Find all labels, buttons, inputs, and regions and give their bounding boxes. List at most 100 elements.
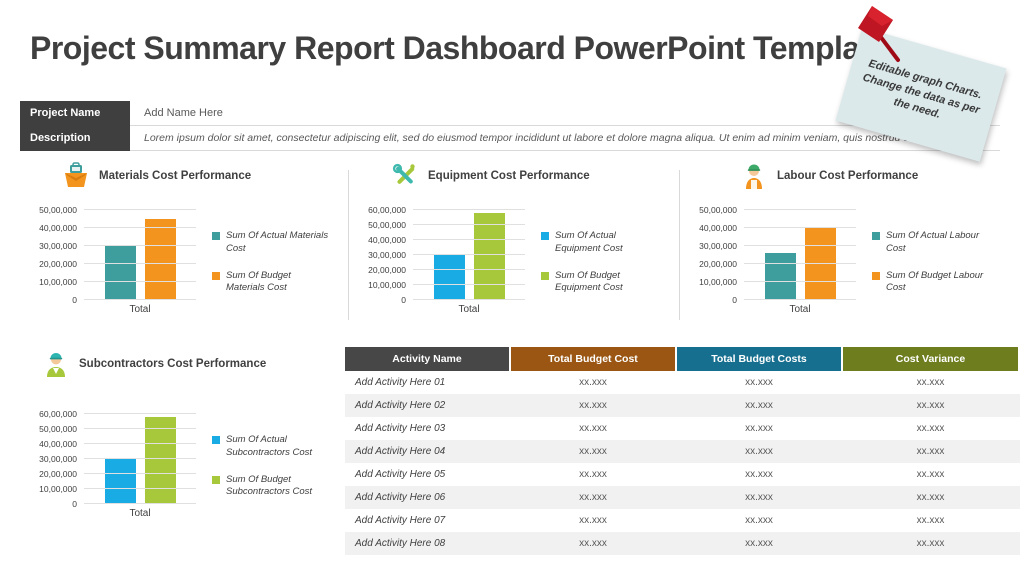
y-axis-tick-label: 50,00,000 — [699, 205, 737, 215]
gridline — [413, 254, 525, 255]
bars — [84, 210, 196, 300]
value-cell[interactable]: xx.xxx — [745, 469, 773, 480]
crossed-tools-icon — [392, 163, 415, 184]
activity-name-cell[interactable]: Add Activity Here 08 — [355, 538, 446, 549]
plot-area[interactable] — [413, 209, 525, 300]
plot-area[interactable] — [744, 209, 856, 300]
value-cell[interactable]: xx.xxx — [745, 538, 773, 549]
value-cell[interactable]: xx.xxx — [579, 377, 607, 388]
value-cell[interactable]: xx.xxx — [579, 538, 607, 549]
gridline — [84, 488, 196, 489]
legend-swatch — [872, 231, 880, 240]
table-row[interactable]: Add Activity Here 07 xx.xxx xx.xxx xx.xxx — [345, 509, 1020, 532]
bar-sum-of-actual-subcontractors-cost — [104, 457, 136, 504]
value-cell[interactable]: xx.xxx — [745, 492, 773, 503]
column-header: Cost Variance — [843, 347, 1018, 371]
chart-header: Labour Cost Performance — [740, 158, 1020, 194]
description-value[interactable]: Lorem ipsum dolor sit amet, consectetur … — [130, 126, 1000, 151]
y-axis-tick-label: 60,00,000 — [39, 409, 77, 419]
table-header-row: Activity Name Total Budget Cost Total Budg… — [345, 347, 1020, 371]
labour-cost-chart[interactable]: Labour Cost Performance 50,00,000 40,00,0… — [680, 158, 1020, 320]
table-row[interactable]: Add Activity Here 03 xx.xxx xx.xxx xx.xxx — [345, 417, 1020, 440]
y-axis: 50,00,000 40,00,000 30,00,000 20,00,000 10,0… — [20, 205, 84, 305]
activity-name-cell[interactable]: Add Activity Here 07 — [355, 515, 446, 526]
table-row[interactable]: Add Activity Here 01 xx.xxx xx.xxx xx.xxx — [345, 371, 1020, 394]
y-axis-tick-label: 0 — [72, 499, 77, 509]
y-axis-tick-label: 10,00,000 — [699, 277, 737, 287]
y-axis-tick-label: 30,00,000 — [39, 241, 77, 251]
activity-name-cell[interactable]: Add Activity Here 01 — [355, 377, 446, 388]
equipment-cost-chart[interactable]: Equipment Cost Performance 60,00,000 50,0… — [349, 158, 679, 320]
legend-swatch — [212, 475, 220, 484]
value-cell[interactable]: xx.xxx — [579, 400, 607, 411]
value-cell[interactable]: xx.xxx — [916, 515, 945, 526]
y-axis: 60,00,000 50,00,000 40,00,000 30,00,000 20,0… — [20, 409, 84, 509]
activity-name-cell[interactable]: Add Activity Here 04 — [355, 446, 446, 457]
plot-area[interactable] — [84, 413, 196, 504]
bars — [413, 210, 525, 300]
table-row[interactable]: Add Activity Here 05 xx.xxx xx.xxx xx.xxx — [345, 463, 1020, 486]
bar-sum-of-budget-equipment-cost — [473, 213, 505, 300]
activity-name-cell[interactable]: Add Activity Here 03 — [355, 423, 446, 434]
table-row[interactable]: Add Activity Here 06 xx.xxx xx.xxx xx.xxx — [345, 486, 1020, 509]
gridline — [744, 209, 856, 210]
value-cell[interactable]: xx.xxx — [916, 446, 945, 457]
chart-body: 50,00,000 40,00,000 30,00,000 20,00,000 10,0… — [20, 205, 348, 315]
value-cell[interactable]: xx.xxx — [916, 423, 945, 434]
value-cell[interactable]: xx.xxx — [745, 446, 773, 457]
page-title[interactable]: Project Summary Report Dashboard PowerPo… — [30, 30, 888, 66]
legend: Sum Of Actual Equipment Cost Sum Of Budge… — [541, 210, 659, 315]
activity-name-cell[interactable]: Add Activity Here 05 — [355, 469, 446, 480]
activity-name-cell[interactable]: Add Activity Here 02 — [355, 400, 446, 411]
gridline — [84, 413, 196, 414]
gridline — [413, 284, 525, 285]
value-cell[interactable]: xx.xxx — [579, 423, 607, 434]
gridline — [744, 263, 856, 264]
legend-swatch — [872, 271, 880, 280]
legend-label: Sum Of Actual Materials Cost — [226, 229, 329, 254]
value-cell[interactable]: xx.xxx — [916, 492, 945, 503]
column-header: Total Budget Cost — [511, 347, 675, 371]
value-cell[interactable]: xx.xxx — [745, 377, 773, 388]
legend-swatch — [212, 231, 220, 240]
chart-title: Equipment Cost Performance — [428, 170, 590, 182]
bottom-row: Subcontractors Cost Performance 60,00,00… — [20, 340, 1020, 555]
value-cell[interactable]: xx.xxx — [579, 469, 607, 480]
legend-swatch — [541, 231, 549, 240]
legend-item: Sum Of Actual Subcontractors Cost — [212, 434, 330, 460]
legend-label: Sum Of Budget Subcontractors Cost — [226, 473, 313, 498]
activity-name-cell[interactable]: Add Activity Here 06 — [355, 492, 446, 503]
value-cell[interactable]: xx.xxx — [745, 400, 773, 411]
value-cell[interactable]: xx.xxx — [579, 446, 607, 457]
value-cell[interactable]: xx.xxx — [579, 515, 607, 526]
table-row[interactable]: Add Activity Here 02 xx.xxx xx.xxx xx.xxx — [345, 394, 1020, 417]
table-row[interactable]: Add Activity Here 08 xx.xxx xx.xxx xx.xxx — [345, 532, 1020, 555]
y-axis-tick-label: 20,00,000 — [39, 469, 77, 479]
materials-cost-chart[interactable]: Materials Cost Performance 50,00,000 40,0… — [20, 158, 348, 320]
value-cell[interactable]: xx.xxx — [916, 400, 945, 411]
legend-label: Sum Of Actual Subcontractors Cost — [226, 433, 313, 458]
value-cell[interactable]: xx.xxx — [916, 469, 945, 480]
value-cell[interactable]: xx.xxx — [916, 538, 945, 549]
activity-table[interactable]: Activity Name Total Budget Cost Total Budg… — [345, 347, 1020, 555]
plot-area[interactable] — [84, 209, 196, 300]
value-cell[interactable]: xx.xxx — [745, 515, 773, 526]
value-cell[interactable]: xx.xxx — [579, 492, 607, 503]
legend-item: Sum Of Budget Subcontractors Cost — [212, 474, 330, 500]
table-row[interactable]: Add Activity Here 04 xx.xxx xx.xxx xx.xxx — [345, 440, 1020, 463]
chart-title: Subcontractors Cost Performance — [79, 358, 267, 370]
project-name-label: Project Name — [20, 101, 130, 126]
column-header: Total Budget Costs — [677, 347, 841, 371]
value-cell[interactable]: xx.xxx — [916, 377, 945, 388]
subcontractors-cost-chart[interactable]: Subcontractors Cost Performance 60,00,00… — [20, 340, 345, 555]
y-axis-tick-label: 30,00,000 — [39, 454, 77, 464]
vertical-divider — [679, 170, 680, 320]
y-axis-tick-label: 30,00,000 — [699, 241, 737, 251]
value-cell[interactable]: xx.xxx — [745, 423, 773, 434]
gridline — [84, 209, 196, 210]
legend-label: Sum Of Actual Labour Cost — [886, 229, 980, 254]
legend-label: Sum Of Budget Labour Cost — [886, 269, 984, 294]
chart-body: 50,00,000 40,00,000 30,00,000 20,00,000 10,0… — [680, 205, 1020, 315]
y-axis-tick-label: 50,00,000 — [39, 205, 77, 215]
legend-label: Sum Of Budget Equipment Cost — [555, 269, 623, 294]
